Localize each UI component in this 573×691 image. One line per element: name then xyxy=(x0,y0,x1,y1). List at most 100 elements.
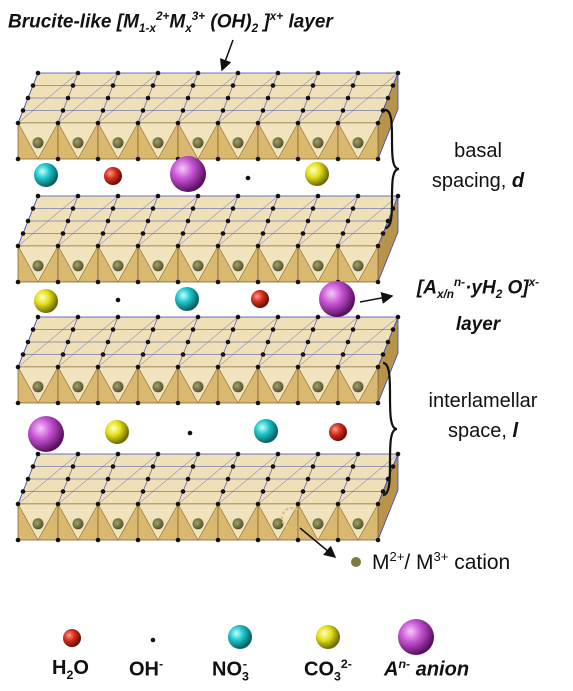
hydroxyl-vertex xyxy=(215,364,221,370)
hydroxyl-vertex xyxy=(115,193,121,199)
hydroxyl-vertex xyxy=(70,327,76,332)
hydroxyl-vertex xyxy=(300,108,306,113)
hydroxyl-vertex xyxy=(15,501,21,507)
interlayer-2-no3 xyxy=(175,287,199,311)
hydroxyl-vertex xyxy=(115,70,121,76)
hydroxyl-vertex xyxy=(355,70,361,76)
hydroxyl-vertex xyxy=(335,156,341,162)
hydroxyl-vertex xyxy=(20,108,26,113)
hydroxyl-vertex xyxy=(275,70,281,76)
hydroxyl-vertex xyxy=(220,108,226,113)
anion-layer-word: layer xyxy=(455,314,501,336)
hydroxyl-vertex xyxy=(135,537,141,543)
lattice-line xyxy=(217,72,279,124)
interlamellar-label: interlamellar space, l xyxy=(408,386,558,446)
cation-center xyxy=(232,381,244,393)
hydroxyl-vertex xyxy=(145,218,151,224)
legend-oh-marker xyxy=(150,637,156,643)
hydroxyl-vertex xyxy=(215,537,221,543)
legend-h2o-label: H2O xyxy=(52,657,89,682)
hydroxyl-vertex xyxy=(15,156,21,162)
interlayer-3-co3 xyxy=(105,420,129,444)
hydroxyl-vertex xyxy=(335,120,341,126)
hydroxyl-vertex xyxy=(105,476,111,482)
hydroxyl-vertex xyxy=(100,231,106,236)
hydroxyl-vertex xyxy=(270,327,276,332)
hydroxyl-vertex xyxy=(135,364,141,370)
lattice-line xyxy=(297,316,359,368)
hydroxyl-vertex xyxy=(150,83,156,88)
hydroxyl-vertex xyxy=(65,218,71,224)
hydroxyl-vertex xyxy=(375,364,381,370)
hydroxyl-vertex xyxy=(150,464,156,469)
hydroxyl-vertex xyxy=(155,314,161,320)
hydroxyl-vertex xyxy=(255,400,261,406)
hydroxyl-vertex xyxy=(305,339,311,345)
hydroxyl-vertex xyxy=(335,400,341,406)
hydroxyl-vertex xyxy=(175,501,181,507)
interlayer-1-no3 xyxy=(34,163,58,187)
interlayer-2-co3 xyxy=(34,289,58,313)
hydroxyl-vertex xyxy=(335,537,341,543)
hydroxyl-vertex xyxy=(175,120,181,126)
hydroxyl-vertex xyxy=(220,352,226,357)
hydroxyl-vertex xyxy=(95,279,101,285)
hydroxyl-vertex xyxy=(225,339,231,345)
hydroxyl-vertex xyxy=(25,476,31,482)
hydroxyl-vertex xyxy=(20,352,26,357)
cation-center xyxy=(192,260,204,272)
hydroxyl-vertex xyxy=(265,95,271,101)
cation-center xyxy=(72,381,84,393)
hydroxyl-vertex xyxy=(235,70,241,76)
hydroxyl-vertex xyxy=(220,489,226,494)
hydroxyl-vertex xyxy=(300,231,306,236)
interlayer-3-no3 xyxy=(254,419,278,443)
hydroxyl-vertex xyxy=(135,120,141,126)
hydroxyl-vertex xyxy=(215,279,221,285)
hydroxyl-vertex xyxy=(255,156,261,162)
hydroxyl-vertex xyxy=(390,327,396,332)
lattice-line xyxy=(17,195,79,247)
lattice-line xyxy=(337,316,399,368)
hydroxyl-vertex xyxy=(255,279,261,285)
cation-center xyxy=(272,518,284,530)
interlayer-2-h2o xyxy=(251,290,269,308)
lattice-line xyxy=(217,316,279,368)
hydroxyl-vertex xyxy=(65,339,71,345)
hydroxyl-vertex xyxy=(70,83,76,88)
hydroxyl-vertex xyxy=(295,537,301,543)
hydroxyl-vertex xyxy=(25,95,31,101)
hydroxyl-vertex xyxy=(380,108,386,113)
hydroxyl-vertex xyxy=(355,193,361,199)
hydroxyl-vertex xyxy=(275,451,281,457)
hydroxyl-vertex xyxy=(215,501,221,507)
hydroxyl-vertex xyxy=(305,95,311,101)
hydroxyl-vertex xyxy=(395,314,401,320)
hydroxyl-vertex xyxy=(295,120,301,126)
cation-center xyxy=(352,260,364,272)
hydroxyl-vertex xyxy=(70,206,76,211)
cation-center xyxy=(32,381,44,393)
hydroxyl-vertex xyxy=(355,451,361,457)
hydroxyl-vertex xyxy=(100,352,106,357)
hydroxyl-vertex xyxy=(180,352,186,357)
hydroxyl-vertex xyxy=(75,314,81,320)
hydroxyl-vertex xyxy=(185,339,191,345)
hydroxyl-vertex xyxy=(345,339,351,345)
hydroxyl-vertex xyxy=(230,206,236,211)
lattice-line xyxy=(17,72,79,124)
hydroxyl-vertex xyxy=(345,95,351,101)
hydroxyl-vertex xyxy=(25,218,31,224)
hydroxyl-vertex xyxy=(55,400,61,406)
hydroxyl-vertex xyxy=(350,83,356,88)
brucite-layer-bottom xyxy=(15,451,401,543)
lattice-line xyxy=(257,195,319,247)
cation-center xyxy=(312,137,324,149)
hydroxyl-vertex xyxy=(265,339,271,345)
cation-center xyxy=(312,260,324,272)
interlayer-2-oh xyxy=(115,297,121,303)
cation-center xyxy=(192,381,204,393)
legend-anion-marker xyxy=(398,619,434,655)
cation-highlight xyxy=(281,507,303,529)
